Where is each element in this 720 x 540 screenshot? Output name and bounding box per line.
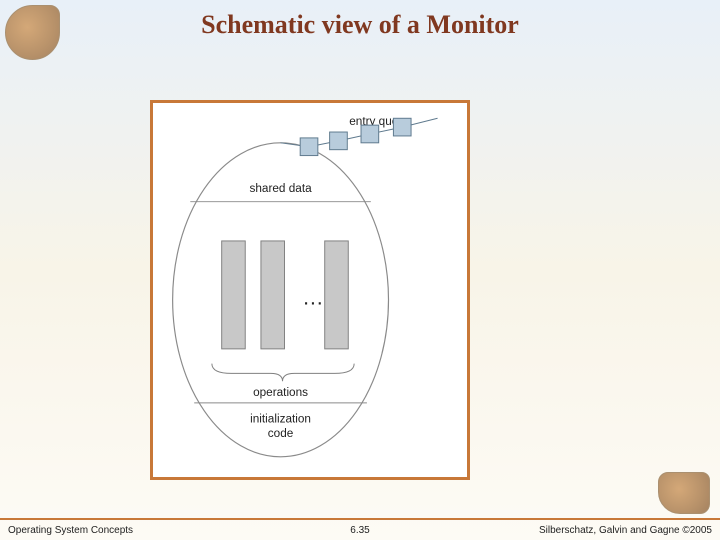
footer-divider — [0, 518, 720, 520]
slide-title: Schematic view of a Monitor — [0, 10, 720, 40]
operation-bar — [325, 241, 349, 349]
monitor-diagram-frame: shared data entry queue … operations ini… — [150, 100, 470, 480]
operation-bar — [261, 241, 285, 349]
footer-credit: Silberschatz, Galvin and Gagne ©2005 — [539, 525, 712, 536]
logo-bottom-right — [658, 472, 710, 514]
init-code-label-l1: initialization — [250, 412, 311, 425]
init-code-label-l2: code — [268, 427, 294, 440]
operations-label: operations — [253, 386, 308, 399]
monitor-diagram: shared data entry queue … operations ini… — [153, 103, 467, 477]
operation-bar — [222, 241, 246, 349]
queue-box — [393, 118, 411, 136]
queue-box — [330, 132, 348, 150]
queue-box — [361, 125, 379, 143]
operations-brace — [212, 364, 354, 382]
shared-data-label: shared data — [249, 182, 312, 195]
queue-box — [300, 138, 318, 156]
ops-ellipsis: … — [302, 285, 324, 310]
